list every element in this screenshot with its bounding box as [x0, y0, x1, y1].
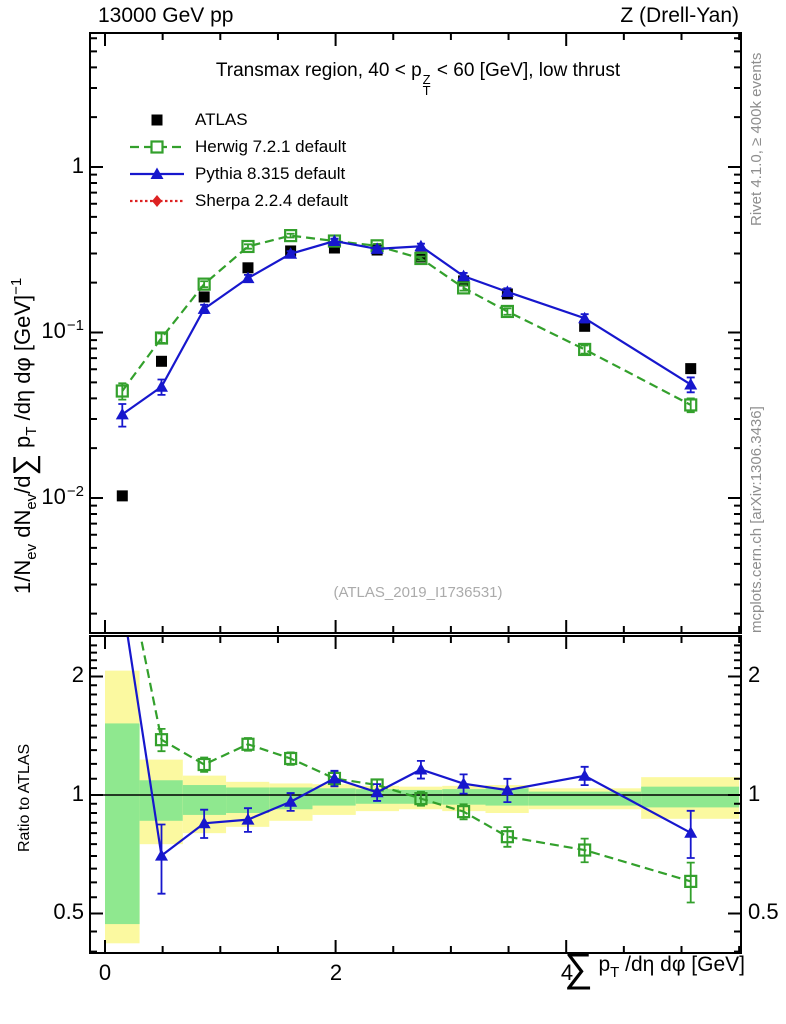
ratio-tick-right-2: 2 [748, 661, 761, 687]
panel-title-sub: T [422, 83, 431, 98]
y-tick-1e-2: 10−2 [41, 482, 84, 509]
legend: ATLAS Herwig 7.2.1 default Pythia 8.315 … [128, 106, 348, 214]
y-axis-title: 1/Nev dNev/d∑ pT /dη dφ [GeV]−1 [8, 277, 41, 594]
ratio-tick-right-1: 1 [748, 780, 761, 806]
pythia-marker-icon [128, 163, 186, 185]
watermark-analysis-id: (ATLAS_2019_I1736531) [333, 584, 503, 601]
x-axis-title: ∑ pT /dη dφ [GeV] [564, 946, 745, 990]
x-tick-4: 4 [560, 960, 574, 985]
atlas-marker-icon [128, 109, 186, 131]
herwig-marker-icon [128, 136, 186, 158]
beam-energy-label: 13000 GeV pp [98, 4, 234, 27]
panel-title-prefix: Transmax region, 40 < p [215, 60, 422, 81]
legend-label-herwig: Herwig 7.2.1 default [195, 136, 347, 156]
legend-item-pythia: Pythia 8.315 default [128, 160, 348, 187]
sigma-symbol: ∑ [564, 946, 593, 990]
panel-title-sup: Z [422, 72, 431, 87]
ratio-axis-title: Ratio to ATLAS [16, 743, 33, 852]
ratio-tick-right-05: 0.5 [748, 898, 779, 924]
y-tick-1e-1: 10−1 [41, 316, 84, 343]
ratio-tick-left-05: 0.5 [53, 898, 84, 924]
legend-label-atlas: ATLAS [195, 109, 248, 129]
x-tick-0: 0 [98, 960, 112, 985]
legend-item-herwig: Herwig 7.2.1 default [128, 133, 348, 160]
rivet-version-note: Rivet 4.1.0, ≥ 400k events [748, 52, 765, 226]
y-tick-1: 1 [71, 152, 84, 178]
mcplots-source-note: mcplots.cern.ch [arXiv:1306.3436] [748, 406, 765, 633]
legend-item-atlas: ATLAS [128, 106, 348, 133]
legend-label-pythia: Pythia 8.315 default [195, 163, 346, 183]
legend-label-sherpa: Sherpa 2.2.4 default [195, 190, 349, 210]
sherpa-marker-icon [128, 190, 186, 212]
x-tick-2: 2 [329, 960, 343, 985]
ratio-tick-left-1: 1 [71, 780, 84, 806]
process-label: Z (Drell-Yan) [620, 4, 739, 27]
ratio-tick-left-2: 2 [71, 661, 84, 687]
legend-item-sherpa: Sherpa 2.2.4 default [128, 187, 348, 214]
panel-title-suffix: < 60 [GeV], low thrust [431, 60, 621, 81]
